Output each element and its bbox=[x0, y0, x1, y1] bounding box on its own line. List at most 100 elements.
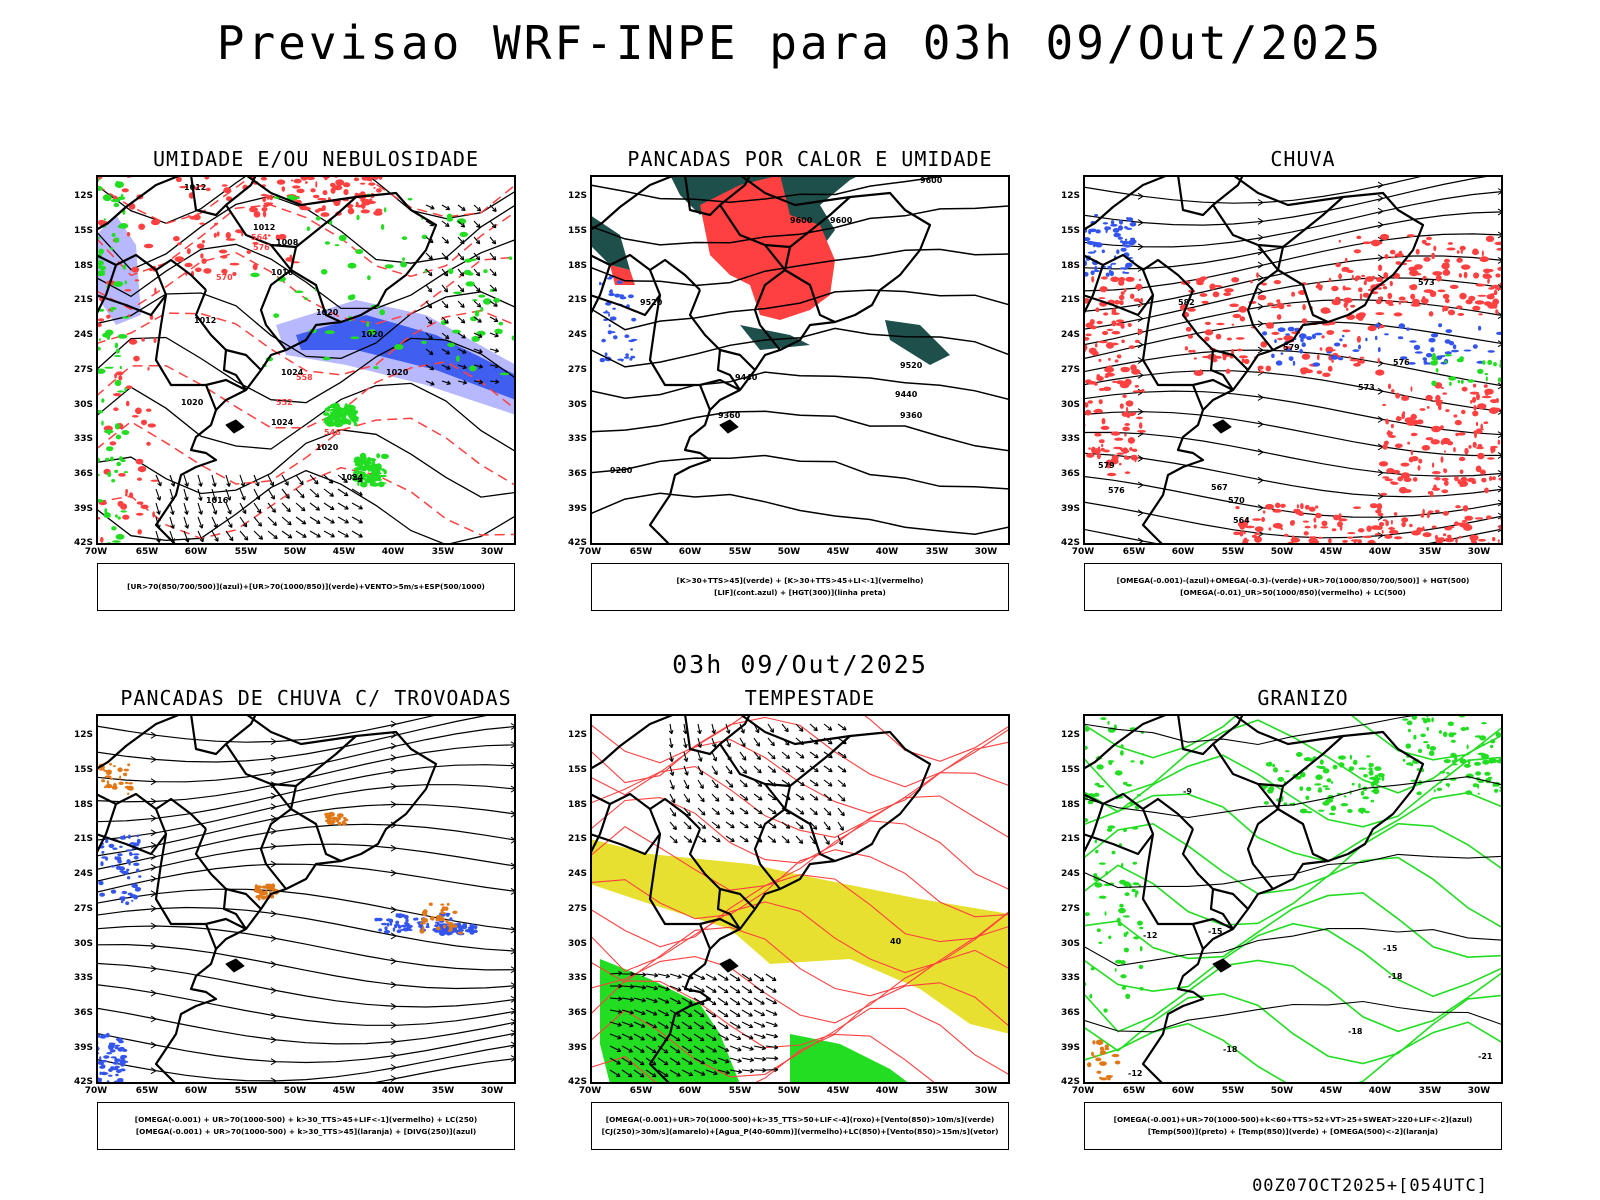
panel-legend: [K>30+TTS>45](verde) + [K>30+TTS>45+LI<-… bbox=[591, 563, 1009, 611]
panel-legend: [OMEGA(-0.001)+UR>70(1000-500)+k>35_TTS>… bbox=[591, 1102, 1009, 1150]
latitude-tick-label: 24S bbox=[1060, 330, 1080, 340]
legend-line: [OMEGA(-0.001)+UR>70(1000-500)+k<60+TTS>… bbox=[1113, 1115, 1473, 1124]
contour-label: 9360 bbox=[718, 411, 741, 420]
longitude-tick-label: 70W bbox=[84, 1086, 108, 1096]
latitude-tick-label: 30S bbox=[73, 400, 93, 410]
panel-title: UMIDADE E/OU NEBULOSIDADE bbox=[152, 147, 480, 171]
latitude-tick-label: 27S bbox=[73, 904, 93, 914]
longitude-tick-label: 55W bbox=[234, 547, 258, 557]
legend-line: [OMEGA(-0.001)+UR>70(1000-500)+k>35_TTS>… bbox=[605, 1115, 995, 1124]
latitude-tick-label: 42S bbox=[567, 538, 587, 548]
latitude-tick-label: 42S bbox=[567, 1077, 587, 1087]
longitude-tick-label: 30W bbox=[480, 547, 504, 557]
longitude-tick-label: 55W bbox=[1221, 547, 1245, 557]
longitude-tick-label: 35W bbox=[431, 547, 455, 557]
longitude-tick-label: 60W bbox=[184, 1086, 208, 1096]
latitude-tick-label: 15S bbox=[73, 226, 93, 236]
longitude-tick-label: 40W bbox=[1368, 1086, 1392, 1096]
contour-label: 1024 bbox=[271, 418, 294, 427]
coastline bbox=[590, 175, 932, 545]
contour-label: 1012 bbox=[184, 183, 206, 192]
contour-label: 9520 bbox=[640, 298, 663, 307]
latitude-tick-label: 12S bbox=[73, 191, 93, 201]
contour-label: -15 bbox=[1208, 927, 1223, 936]
longitude-tick-label: 55W bbox=[728, 1086, 752, 1096]
longitude-tick-label: 30W bbox=[1467, 547, 1491, 557]
latitude-tick-label: 39S bbox=[567, 504, 587, 514]
contour-label: 1020 bbox=[361, 330, 384, 339]
coastline bbox=[1083, 714, 1425, 1084]
longitude-tick-label: 30W bbox=[480, 1086, 504, 1096]
latitude-tick-label: 33S bbox=[567, 434, 587, 444]
longitude-tick-label: 65W bbox=[1122, 547, 1146, 557]
coastline bbox=[590, 714, 932, 1084]
longitude-tick-label: 45W bbox=[332, 547, 356, 557]
contour-label: 579 bbox=[1098, 461, 1115, 470]
contour-label: 9440 bbox=[895, 390, 918, 399]
latitude-tick-label: 27S bbox=[1060, 365, 1080, 375]
latitude-tick-label: 21S bbox=[1060, 834, 1080, 844]
longitude-tick-label: 40W bbox=[875, 547, 899, 557]
latitude-tick-label: 21S bbox=[1060, 295, 1080, 305]
contour-label: 1024 bbox=[281, 368, 304, 377]
longitude-tick-label: 40W bbox=[381, 547, 405, 557]
longitude-tick-label: 60W bbox=[184, 547, 208, 557]
longitude-tick-label: 60W bbox=[678, 547, 702, 557]
legend-line: [OMEGA(-0.001) + UR>70(1000-500) + k>30_… bbox=[134, 1115, 478, 1124]
legend-line: [K>30+TTS>45](verde) + [K>30+TTS>45+LI<-… bbox=[676, 576, 924, 585]
latitude-tick-label: 12S bbox=[1060, 730, 1080, 740]
latitude-tick-label: 42S bbox=[1060, 1077, 1080, 1087]
latitude-tick-label: 39S bbox=[73, 1043, 93, 1053]
coastline bbox=[1083, 175, 1425, 545]
latitude-tick-label: 21S bbox=[567, 834, 587, 844]
contour-label: 1016 bbox=[206, 496, 229, 505]
latitude-tick-label: 36S bbox=[1060, 1008, 1080, 1018]
contour-label: 1016 bbox=[271, 268, 294, 277]
contour-label: 40 bbox=[890, 937, 902, 946]
latitude-tick-label: 15S bbox=[567, 226, 587, 236]
latitude-tick-label: 30S bbox=[567, 400, 587, 410]
latitude-tick-label: 36S bbox=[567, 1008, 587, 1018]
longitude-tick-label: 35W bbox=[925, 1086, 949, 1096]
latitude-tick-label: 12S bbox=[1060, 191, 1080, 201]
contour-label: 1020 bbox=[316, 443, 339, 452]
contour-label: 1008 bbox=[276, 238, 299, 247]
latitude-tick-label: 27S bbox=[1060, 904, 1080, 914]
map-panel: PANCADAS POR CALOR E UMIDADE 12S 15S 18S 21S… bbox=[560, 147, 1030, 627]
latitude-tick-label: 15S bbox=[567, 765, 587, 775]
main-title: Previsao WRF-INPE para 03h 09/Out/2025 bbox=[216, 16, 1384, 70]
contour-label: 9600 bbox=[830, 216, 853, 225]
latitude-tick-label: 27S bbox=[567, 365, 587, 375]
longitude-tick-label: 40W bbox=[1368, 547, 1392, 557]
contour-label: 9600 bbox=[790, 216, 813, 225]
longitude-tick-label: 70W bbox=[1071, 547, 1095, 557]
contour-label: 558 bbox=[296, 373, 313, 382]
legend-line: [OMEGA(-0.001) + UR>70(1000-500) + k>30_… bbox=[135, 1127, 477, 1136]
contour-label: -18 bbox=[1348, 1027, 1363, 1036]
latitude-tick-label: 30S bbox=[567, 939, 587, 949]
longitude-tick-label: 55W bbox=[728, 547, 752, 557]
legend-line: [LIF](cont.azul) + [HGT(300)](linha pret… bbox=[714, 588, 886, 597]
contour-label: 576 bbox=[253, 243, 270, 252]
latitude-tick-label: 24S bbox=[567, 330, 587, 340]
latitude-tick-label: 12S bbox=[73, 730, 93, 740]
map-panel: GRANIZO 12S 15S 18S 21S 24S 27S 30S 33S 36S 39S 42S… bbox=[1053, 686, 1523, 1166]
latitude-tick-label: 21S bbox=[73, 834, 93, 844]
longitude-tick-label: 35W bbox=[1418, 1086, 1442, 1096]
panel-title: PANCADAS DE CHUVA C/ TROVOADAS bbox=[120, 686, 512, 710]
longitude-tick-label: 50W bbox=[283, 1086, 307, 1096]
contour-label: 552 bbox=[276, 398, 293, 407]
latitude-tick-label: 39S bbox=[1060, 504, 1080, 514]
contour-label: 576 bbox=[1108, 486, 1125, 495]
coastline bbox=[96, 714, 438, 1084]
longitude-tick-label: 70W bbox=[84, 547, 108, 557]
longitude-tick-label: 60W bbox=[678, 1086, 702, 1096]
latitude-tick-label: 33S bbox=[73, 973, 93, 983]
longitude-tick-label: 30W bbox=[974, 1086, 998, 1096]
forecast-map: 1012 1012 1008 1016 1020 1020 1024 1020 1024 1020… bbox=[96, 175, 516, 545]
contour-label: 9280 bbox=[610, 466, 633, 475]
panel-legend: [OMEGA(-0.001) + UR>70(1000-500) + k>30_… bbox=[97, 1102, 515, 1150]
latitude-tick-label: 30S bbox=[1060, 939, 1080, 949]
forecast-map: 9600 9600 9600 9520 9440 9520 9440 9360 9360 9280 bbox=[590, 175, 1010, 545]
contour-label: 564 bbox=[1233, 516, 1250, 525]
